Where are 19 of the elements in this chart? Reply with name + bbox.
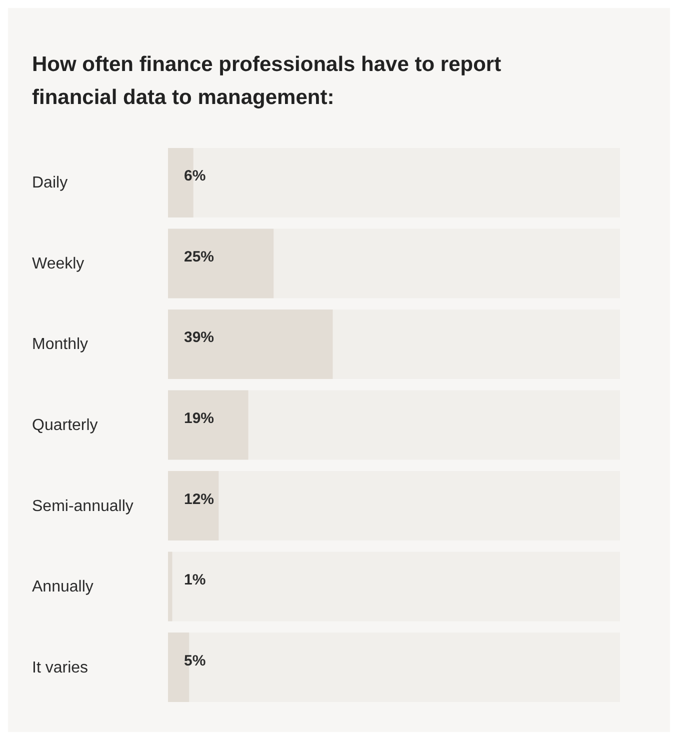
bar <box>168 390 248 460</box>
y-tick-label: Annually <box>32 578 94 596</box>
data-label: 25% <box>184 248 214 266</box>
y-tick-label: Quarterly <box>32 417 98 434</box>
y-tick-label: Weekly <box>32 255 84 272</box>
bar <box>168 471 219 540</box>
y-tick-label: It varies <box>32 659 88 676</box>
y-tick-label: Semi-annually <box>32 498 134 515</box>
data-label: 19% <box>184 410 214 427</box>
data-label: 5% <box>184 652 206 670</box>
y-tick-label: Daily <box>32 174 68 192</box>
chart-title: How often finance professionals have to report financial data to management: <box>32 53 502 109</box>
data-label: 6% <box>184 168 206 185</box>
data-label: 39% <box>184 329 214 346</box>
data-label: 1% <box>184 572 206 589</box>
bar <box>168 552 172 622</box>
bar <box>168 228 274 298</box>
data-label: 12% <box>184 490 214 508</box>
y-tick-label: Monthly <box>32 336 88 354</box>
